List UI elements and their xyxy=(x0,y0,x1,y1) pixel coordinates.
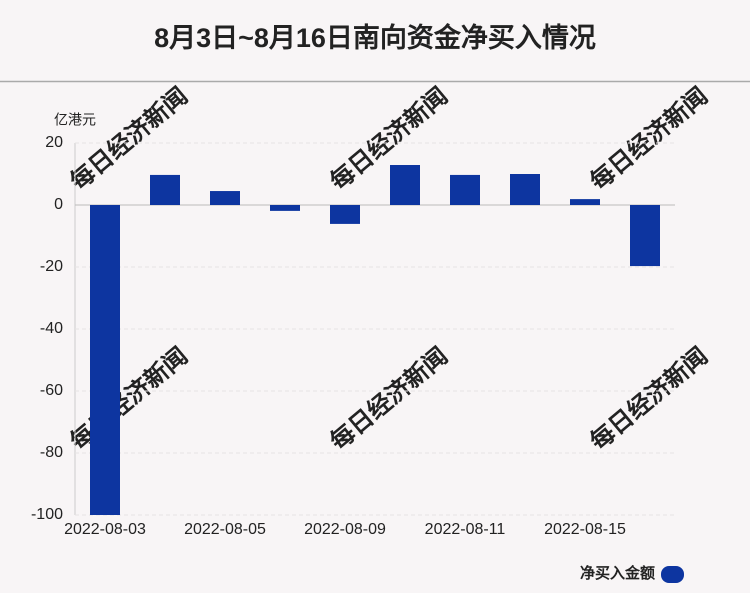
x-tick-label: 2022-08-09 xyxy=(304,521,386,538)
y-tick-label: -80 xyxy=(40,444,63,461)
bar xyxy=(150,174,180,205)
x-tick-label: 2022-08-05 xyxy=(184,521,266,538)
y-tick-label: -60 xyxy=(40,382,63,399)
bar xyxy=(390,165,420,205)
bar xyxy=(330,205,360,224)
y-tick-label: -20 xyxy=(40,258,63,275)
y-tick-label: -40 xyxy=(40,320,63,337)
y-tick-label: 0 xyxy=(54,196,63,213)
bar xyxy=(210,191,240,205)
y-tick-label: 20 xyxy=(45,134,63,151)
bar xyxy=(510,174,540,205)
chart-title: 8月3日~8月16日南向资金净买入情况 xyxy=(154,22,596,53)
bar xyxy=(570,199,600,205)
legend-swatch xyxy=(661,566,684,583)
y-tick-label: -100 xyxy=(31,506,63,523)
bar xyxy=(90,205,120,515)
bar xyxy=(270,205,300,211)
legend-label: 净买入金额 xyxy=(580,564,655,582)
y-unit: 亿港元 xyxy=(54,112,96,128)
bar xyxy=(630,205,660,267)
x-tick-label: 2022-08-11 xyxy=(425,521,506,538)
bar xyxy=(450,174,480,205)
x-tick-label: 2022-08-03 xyxy=(64,521,146,538)
x-tick-label: 2022-08-15 xyxy=(544,521,626,538)
